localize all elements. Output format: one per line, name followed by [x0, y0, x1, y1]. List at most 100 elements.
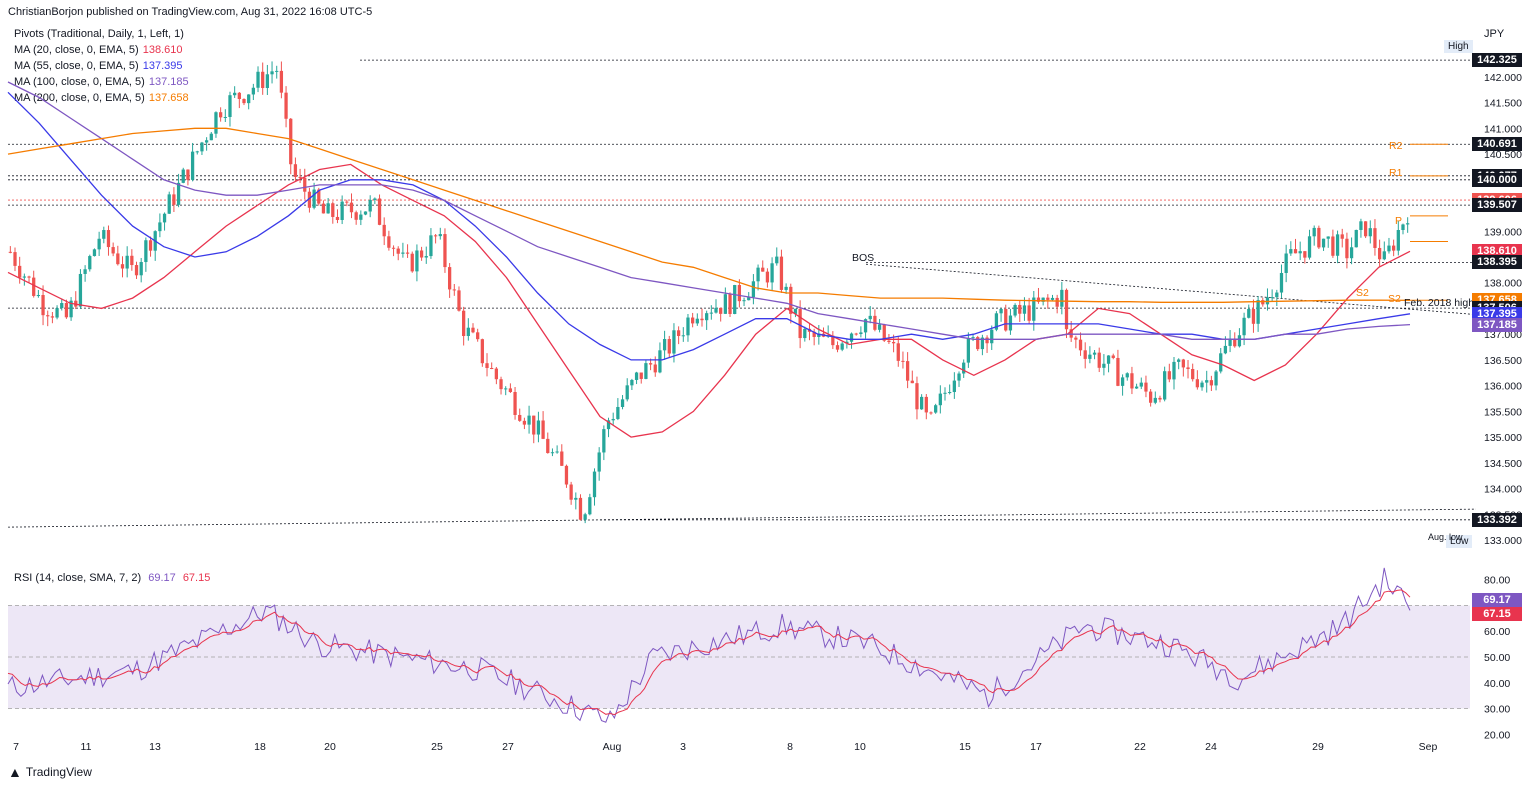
- candle-body[interactable]: [1050, 297, 1055, 300]
- candle-body[interactable]: [831, 335, 835, 346]
- candle-body[interactable]: [588, 497, 592, 515]
- candle-body[interactable]: [270, 71, 274, 75]
- candle-body[interactable]: [789, 286, 793, 314]
- candle-body[interactable]: [775, 256, 779, 264]
- candle-body[interactable]: [92, 249, 97, 257]
- candle-body[interactable]: [877, 324, 882, 330]
- candle-body[interactable]: [102, 230, 106, 239]
- candle-body[interactable]: [817, 333, 821, 337]
- candle-body[interactable]: [1111, 355, 1115, 358]
- candle-body[interactable]: [583, 514, 587, 520]
- candle-body[interactable]: [405, 252, 410, 254]
- candle-body[interactable]: [97, 238, 101, 250]
- candle-body[interactable]: [1293, 249, 1298, 254]
- candle-body[interactable]: [298, 176, 302, 178]
- candle-body[interactable]: [1363, 221, 1368, 237]
- candle-body[interactable]: [120, 264, 125, 269]
- candle-body[interactable]: [1134, 386, 1139, 389]
- candle-body[interactable]: [22, 276, 26, 278]
- candle-body[interactable]: [186, 169, 190, 180]
- candle-body[interactable]: [835, 345, 840, 350]
- candle-body[interactable]: [480, 339, 484, 364]
- candle-body[interactable]: [803, 328, 807, 339]
- candle-body[interactable]: [462, 310, 466, 337]
- candle-body[interactable]: [695, 318, 699, 324]
- candle-body[interactable]: [214, 112, 218, 134]
- candle-body[interactable]: [700, 318, 704, 321]
- trendline-upper[interactable]: [865, 263, 1477, 316]
- candle-body[interactable]: [658, 350, 662, 373]
- candle-body[interactable]: [592, 471, 597, 498]
- candle-body[interactable]: [1060, 289, 1064, 307]
- candle-body[interactable]: [747, 297, 751, 301]
- ma200-legend[interactable]: MA (200, close, 0, EMA, 5) 137.658: [14, 92, 189, 104]
- candle-body[interactable]: [1247, 308, 1251, 318]
- candle-body[interactable]: [854, 333, 858, 335]
- candle-body[interactable]: [1148, 391, 1153, 403]
- price-chart[interactable]: 142.325 142.000 141.500 141.000 140.500 140.0…: [0, 0, 1536, 560]
- ma-line[interactable]: [7, 127, 1411, 303]
- candle-body[interactable]: [499, 379, 503, 390]
- candle-body[interactable]: [779, 256, 784, 290]
- candle-body[interactable]: [125, 255, 129, 269]
- candle-body[interactable]: [616, 406, 620, 419]
- candle-body[interactable]: [938, 393, 942, 406]
- candle-body[interactable]: [910, 380, 914, 384]
- candle-body[interactable]: [139, 262, 143, 276]
- candle-body[interactable]: [134, 265, 139, 276]
- candle-body[interactable]: [1223, 345, 1228, 354]
- candle-body[interactable]: [634, 372, 639, 380]
- candle-body[interactable]: [1046, 297, 1050, 300]
- candle-body[interactable]: [709, 312, 713, 314]
- candle-body[interactable]: [667, 339, 671, 354]
- candle-body[interactable]: [443, 234, 447, 268]
- candle-body[interactable]: [620, 399, 625, 407]
- candle-body[interactable]: [513, 392, 517, 415]
- candle-body[interactable]: [1396, 230, 1400, 251]
- candle-body[interactable]: [335, 216, 340, 220]
- candle-body[interactable]: [368, 199, 372, 212]
- tradingview-logo[interactable]: ▲ TradingView: [8, 764, 92, 780]
- candle-body[interactable]: [653, 364, 657, 373]
- candle-body[interactable]: [798, 308, 802, 339]
- candle-body[interactable]: [793, 308, 798, 314]
- candle-body[interactable]: [1377, 247, 1382, 260]
- candle-body[interactable]: [228, 95, 232, 117]
- candle-body[interactable]: [550, 452, 555, 454]
- candle-body[interactable]: [648, 363, 653, 365]
- candle-body[interactable]: [1125, 373, 1129, 378]
- candle-body[interactable]: [728, 294, 732, 314]
- candle-body[interactable]: [1242, 317, 1246, 336]
- candle-body[interactable]: [1158, 397, 1162, 400]
- candle-body[interactable]: [1092, 352, 1097, 355]
- ma20-legend[interactable]: MA (20, close, 0, EMA, 5) 138.610: [14, 44, 182, 56]
- candle-body[interactable]: [1219, 353, 1223, 372]
- candle-body[interactable]: [1139, 382, 1143, 387]
- candle-body[interactable]: [1387, 245, 1391, 252]
- candle-body[interactable]: [78, 273, 83, 307]
- candle-body[interactable]: [317, 189, 321, 204]
- candle-body[interactable]: [41, 295, 45, 316]
- candle-body[interactable]: [1256, 300, 1260, 324]
- candle-body[interactable]: [1116, 357, 1120, 386]
- candle-body[interactable]: [251, 87, 255, 95]
- candle-body[interactable]: [1209, 380, 1214, 386]
- candle-body[interactable]: [144, 240, 148, 263]
- candle-body[interactable]: [602, 429, 606, 453]
- candle-body[interactable]: [312, 189, 316, 208]
- candle-body[interactable]: [1163, 371, 1167, 400]
- candle-body[interactable]: [1120, 377, 1125, 386]
- candle-body[interactable]: [957, 373, 961, 381]
- candle-body[interactable]: [504, 388, 508, 390]
- candle-body[interactable]: [905, 361, 910, 381]
- candle-body[interactable]: [447, 267, 452, 290]
- candle-body[interactable]: [415, 250, 419, 272]
- candle-body[interactable]: [920, 396, 924, 410]
- candle-body[interactable]: [382, 224, 386, 237]
- rsi-sma-line[interactable]: [7, 589, 1411, 716]
- candle-body[interactable]: [966, 338, 971, 363]
- candle-body[interactable]: [476, 332, 480, 340]
- candle-body[interactable]: [18, 265, 22, 278]
- candle-body[interactable]: [237, 92, 241, 100]
- candle-body[interactable]: [1036, 297, 1041, 302]
